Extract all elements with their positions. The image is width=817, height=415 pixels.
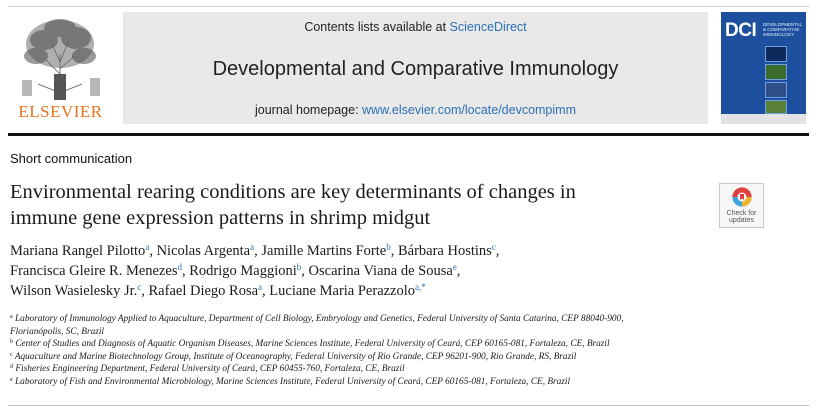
affiliation-item: a Laboratory of Immunology Applied to Aq… — [10, 313, 800, 326]
author-separator: , — [456, 263, 461, 279]
check-for-updates-button[interactable]: Check for updates — [719, 183, 764, 228]
homepage-link[interactable]: www.elsevier.com/locate/devcompimm — [362, 103, 576, 117]
cover-abbreviation: DCI — [725, 20, 757, 41]
author-separator: , — [182, 263, 190, 279]
affiliation-marker: a — [10, 314, 13, 320]
cover-footer-bar — [721, 114, 806, 124]
title-line-2: immune gene expression patterns in shrim… — [10, 207, 431, 229]
author-affiliation-link[interactable]: b — [386, 242, 391, 252]
affiliation-text: Aquaculture and Marine Biotechnology Gro… — [14, 351, 577, 362]
sciencedirect-link[interactable]: ScienceDirect — [449, 20, 527, 34]
author-affiliation-link[interactable]: c — [491, 242, 496, 252]
affiliation-marker: d — [10, 364, 13, 370]
journal-title[interactable]: Developmental and Comparative Immunology — [212, 58, 619, 80]
author-affiliation-link[interactable]: b — [296, 262, 302, 272]
affiliation-text: Florianópolis, SC, Brazil — [10, 326, 105, 337]
journal-banner: Contents lists available at ScienceDirec… — [123, 12, 708, 124]
elsevier-wordmark: ELSEVIER — [18, 102, 103, 121]
cover-image-3 — [765, 82, 787, 98]
header-rule — [8, 133, 809, 136]
affiliation-text: Center of Studies and Diagnosis of Aquat… — [15, 339, 610, 349]
author-separator: , — [141, 283, 149, 299]
author-affiliation-link[interactable]: a,* — [415, 282, 426, 292]
author-line-3: Wilson Wasielesky Jr.c, Rafael Diego Ros… — [10, 281, 710, 301]
author-line-2: Francisca Gleire R. Menezesd, Rodrigo Ma… — [10, 261, 710, 281]
author-line-1: Mariana Rangel Pilottoa, Nicolas Argenta… — [10, 241, 710, 261]
affiliation-marker: b — [10, 339, 13, 345]
author-affiliation-link[interactable]: c — [137, 282, 142, 292]
affiliation-text: Fisheries Engineering Department, Federa… — [15, 364, 405, 374]
contents-line: Contents lists available at ScienceDirec… — [123, 20, 708, 34]
author-name[interactable]: Rodrigo Maggioni — [189, 263, 297, 279]
journal-cover[interactable]: DCI DEVELOPMENTAL & COMPARATIVE IMMUNOLO… — [721, 12, 806, 124]
author-affiliation-link[interactable]: d — [177, 262, 183, 272]
author-name[interactable]: Nicolas Argenta — [156, 243, 251, 259]
affiliation-text: Laboratory of Immunology Applied to Aqua… — [15, 314, 624, 324]
homepage-line: journal homepage: www.elsevier.com/locat… — [123, 103, 708, 117]
author-name[interactable]: Jamille Martins Forte — [261, 243, 387, 259]
author-separator: , — [254, 243, 262, 259]
cover-subtitle: DEVELOPMENTAL & COMPARATIVE IMMUNOLOGY — [763, 22, 803, 37]
author-name[interactable]: Bárbara Hostins — [397, 243, 492, 259]
article-type: Short communication — [10, 151, 133, 166]
affiliation-marker: c — [10, 351, 13, 358]
elsevier-tree-icon — [22, 19, 100, 100]
author-separator: , — [301, 263, 309, 279]
author-name[interactable]: Mariana Rangel Pilotto — [10, 243, 146, 259]
elsevier-logo[interactable]: ELSEVIER — [8, 14, 113, 124]
author-list: Mariana Rangel Pilottoa, Nicolas Argenta… — [10, 241, 710, 301]
author-affiliation-link[interactable]: a — [145, 242, 150, 252]
affiliation-list: a Laboratory of Immunology Applied to Aq… — [10, 313, 800, 388]
affiliation-text: Laboratory of Fish and Environmental Mic… — [15, 376, 571, 387]
cover-image-1 — [765, 46, 787, 62]
crossmark-icon — [731, 187, 752, 207]
affiliation-item: Florianópolis, SC, Brazil — [10, 326, 800, 339]
author-separator: , — [495, 243, 500, 259]
author-affiliation-link[interactable]: e — [452, 262, 457, 272]
affiliation-item: d Fisheries Engineering Department, Fede… — [10, 363, 800, 376]
top-divider — [8, 6, 809, 7]
author-name[interactable]: Luciane Maria Perazzolo — [269, 283, 416, 299]
cover-image-2 — [765, 64, 787, 80]
check-updates-line-2: updates — [729, 217, 754, 224]
author-affiliation-link[interactable]: a — [250, 242, 255, 252]
article-title: Environmental rearing conditions are key… — [10, 179, 690, 231]
bottom-divider — [8, 405, 809, 406]
author-name[interactable]: Oscarina Viana de Sousa — [308, 263, 453, 279]
affiliation-item: b Center of Studies and Diagnosis of Aqu… — [10, 338, 800, 351]
author-name[interactable]: Wilson Wasielesky Jr. — [10, 283, 138, 299]
homepage-prefix: journal homepage: — [255, 103, 363, 117]
author-separator: , — [390, 243, 398, 259]
author-separator: , — [149, 243, 157, 259]
check-updates-line-1: Check for — [726, 210, 757, 217]
affiliation-item: c Aquaculture and Marine Biotechnology G… — [10, 351, 800, 364]
title-line-1: Environmental rearing conditions are key… — [10, 181, 576, 203]
affiliation-marker: e — [10, 376, 13, 383]
affiliation-item: e Laboratory of Fish and Environmental M… — [10, 376, 800, 389]
author-name[interactable]: Rafael Diego Rosa — [148, 283, 259, 299]
contents-prefix: Contents lists available at — [304, 20, 450, 34]
author-separator: , — [262, 283, 270, 299]
author-name[interactable]: Francisca Gleire R. Menezes — [10, 263, 178, 279]
cover-image-4 — [765, 100, 787, 114]
author-affiliation-link[interactable]: a — [258, 282, 263, 292]
